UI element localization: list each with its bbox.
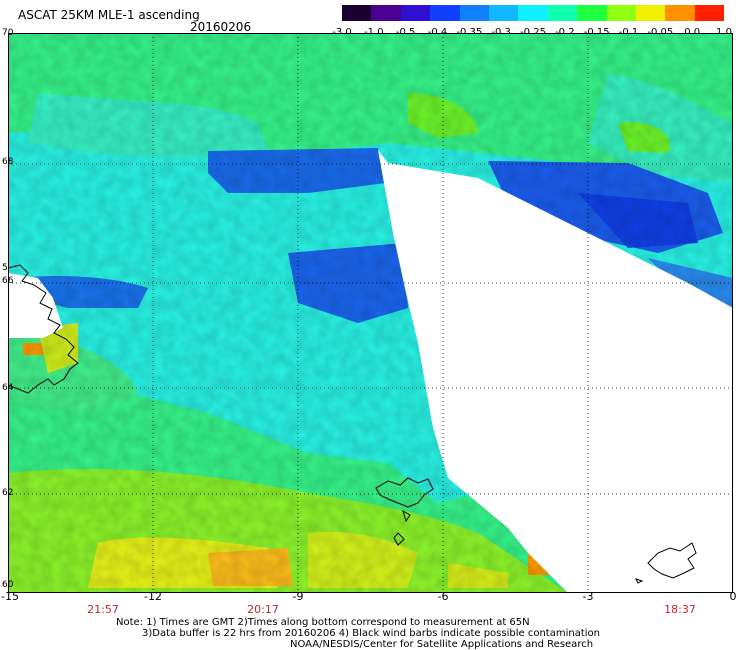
- time-label-3: 18:37: [664, 603, 696, 616]
- colorbar-tick-label: 0.0: [684, 27, 701, 38]
- time-label-1: 21:57: [87, 603, 119, 616]
- colorbar-swatch: [694, 5, 725, 21]
- lon-label-m15: -15: [1, 590, 19, 603]
- no-data-gap: [378, 150, 733, 593]
- colorbar-tick-label: -0.25: [520, 27, 546, 38]
- coastline-shetland: [635, 542, 697, 584]
- colorbar-tick-label: -1.0: [364, 27, 384, 38]
- note-line-3: NOAA/NESDIS/Center for Satellite Applica…: [290, 639, 594, 650]
- colorbar-swatch: [635, 5, 666, 21]
- colorbar-tick-label: -0.35: [456, 27, 483, 38]
- colorbar-swatch: [430, 5, 460, 21]
- lat-label-60: 60: [2, 580, 14, 590]
- time-label-2: 20:17: [247, 603, 279, 616]
- colorbar-swatch: [665, 5, 695, 21]
- wind-map: [8, 33, 733, 593]
- colorbar-tick-label: -0.3: [491, 27, 511, 38]
- lat-label-66: 66: [2, 276, 14, 286]
- map-frame: [8, 33, 733, 593]
- note-line-1: Note: 1) Times are GMT 2)Times along bot…: [116, 617, 530, 628]
- colorbar-swatch: [400, 5, 431, 21]
- lat-label-62: 62: [2, 488, 14, 498]
- colorbar-tick-label: -0.15: [583, 27, 610, 38]
- lon-label-m9: -9: [292, 590, 304, 603]
- lon-label-0: 0: [729, 590, 737, 603]
- colorbar-swatch: [371, 5, 401, 21]
- chart-title: ASCAT 25KM MLE-1 ascending: [18, 8, 200, 22]
- colorbar-tick-label: -0.5: [395, 27, 416, 38]
- lon-label-m6: -6: [437, 590, 449, 603]
- colorbar-swatch: [459, 5, 489, 21]
- lat-label-70: 70: [2, 28, 14, 38]
- colorbar-swatch: [606, 5, 636, 21]
- lat-label-64: 64: [2, 383, 14, 393]
- lat-label-68: 68: [2, 157, 14, 167]
- coastline-greenland: [8, 264, 79, 394]
- colorbar-swatch: [342, 5, 372, 21]
- colorbar-tick-label: -0.05: [647, 27, 674, 38]
- colorbar-tick-label: -0.1: [618, 27, 639, 38]
- lon-label-m3: -3: [582, 590, 594, 603]
- coastline-faroe: [375, 477, 434, 546]
- colorbar-tick-label: -0.4: [427, 27, 448, 38]
- graticule: [8, 33, 733, 593]
- no-data-greenland: [8, 273, 63, 338]
- lat-label-extra: 5: [2, 263, 8, 273]
- colorbar-swatch: [547, 5, 578, 21]
- colorbar-swatch: [488, 5, 519, 21]
- colorbar-tick-label: -0.2: [555, 27, 575, 38]
- colorbar-swatch: [518, 5, 548, 21]
- colorbar-tick-label: 1.0: [716, 27, 732, 38]
- note-line-2: 3)Data buffer is 22 hrs from 20160206 4)…: [142, 628, 600, 639]
- lon-label-m12: -12: [144, 590, 162, 603]
- colorbar-tick-label: -3.0: [332, 27, 352, 38]
- chart-date: 20160206: [190, 20, 252, 34]
- colorbar-swatch: [577, 5, 607, 21]
- colorbar: [342, 5, 725, 21]
